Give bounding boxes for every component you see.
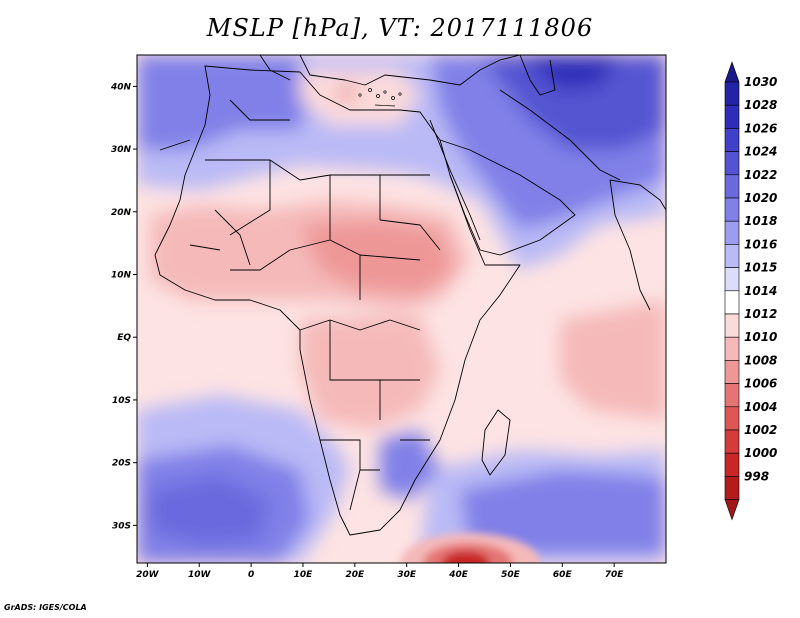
colorbar-label: 1022 [744, 168, 777, 182]
colorbar-swatch [724, 174, 740, 199]
colorbar-swatch [724, 476, 740, 500]
lat-tick-label: 20S [112, 459, 131, 469]
lat-tick-label: 10S [112, 396, 131, 406]
lon-tick-label: 30E [397, 570, 417, 580]
colorbar-swatch [724, 151, 740, 176]
colorbar-label: 1008 [744, 353, 777, 367]
latitude-axis: 40N 30N 20N 10N EQ 10S 20S 30S [110, 82, 137, 531]
colorbar-swatch [724, 81, 740, 106]
colorbar-swatch [724, 383, 740, 408]
colorbar-label: 1004 [744, 400, 777, 414]
colorbar-swatch [724, 336, 740, 361]
lon-tick-label: 10E [294, 570, 314, 580]
lat-tick-label: 40N [110, 82, 132, 92]
credit-label: GrADS: IGES/COLA [4, 603, 87, 612]
colorbar-label: 1030 [744, 75, 777, 89]
lon-tick-label: 70E [605, 570, 625, 580]
colorbar-label: 1026 [744, 121, 777, 135]
colorbar-label: 1015 [744, 261, 777, 275]
lon-tick-label: 20E [345, 570, 365, 580]
colorbar-label: 1028 [744, 98, 777, 112]
lon-tick-label: 10W [188, 570, 212, 580]
colorbar-label: 1000 [744, 446, 777, 460]
colorbar-swatch [724, 244, 740, 268]
lon-tick-label: 60E [553, 570, 573, 580]
lat-tick-label: EQ [117, 333, 131, 343]
colorbar-swatch [724, 360, 740, 384]
colorbar-label: 1024 [744, 145, 777, 159]
colorbar-label: 1016 [744, 237, 777, 251]
lat-tick-label: 30N [111, 145, 132, 155]
lon-tick-label: 20W [136, 570, 160, 580]
lat-tick-label: 10N [111, 271, 132, 281]
longitude-axis: 20W 10W 0 10E 20E 30E 40E 50E 60E 70E [136, 563, 624, 580]
colorbar-label: 1014 [744, 284, 777, 298]
colorbar-label: 1010 [744, 330, 777, 344]
colorbar-swatch [724, 267, 740, 292]
colorbar-swatch [724, 429, 740, 454]
colorbar-label: 1020 [744, 191, 777, 205]
coastlines [154, 55, 666, 536]
colorbar-top-arrow [724, 61, 740, 83]
lat-tick-label: 20N [111, 208, 132, 218]
aegean-islands [358, 88, 402, 107]
pressure-field [137, 55, 666, 563]
colorbar-label: 1012 [744, 307, 777, 321]
colorbar: 1030 1028 1026 1024 1022 1020 1018 1016 1015 1014… [724, 61, 777, 521]
lat-tick-label: 30S [112, 521, 131, 531]
map-frame [136, 54, 667, 564]
colorbar-swatch [724, 290, 740, 315]
colorbar-swatch [724, 313, 740, 338]
colorbar-swatch [724, 452, 740, 477]
colorbar-swatch [724, 104, 740, 129]
colorbar-swatch [724, 406, 740, 431]
colorbar-swatch [724, 220, 740, 245]
colorbar-swatch [724, 197, 740, 222]
colorbar-label: 1018 [744, 214, 777, 228]
colorbar-bottom-arrow [724, 499, 740, 521]
colorbar-label: 1006 [744, 377, 777, 391]
lon-tick-label: 0 [248, 570, 254, 580]
colorbar-label: 998 [744, 469, 769, 483]
colorbar-label: 1002 [744, 423, 777, 437]
lon-tick-label: 40E [448, 570, 469, 580]
map-title: MSLP [hPa], VT: 2017111806 [206, 14, 594, 42]
colorbar-swatch [724, 128, 740, 152]
lon-tick-label: 50E [501, 570, 521, 580]
